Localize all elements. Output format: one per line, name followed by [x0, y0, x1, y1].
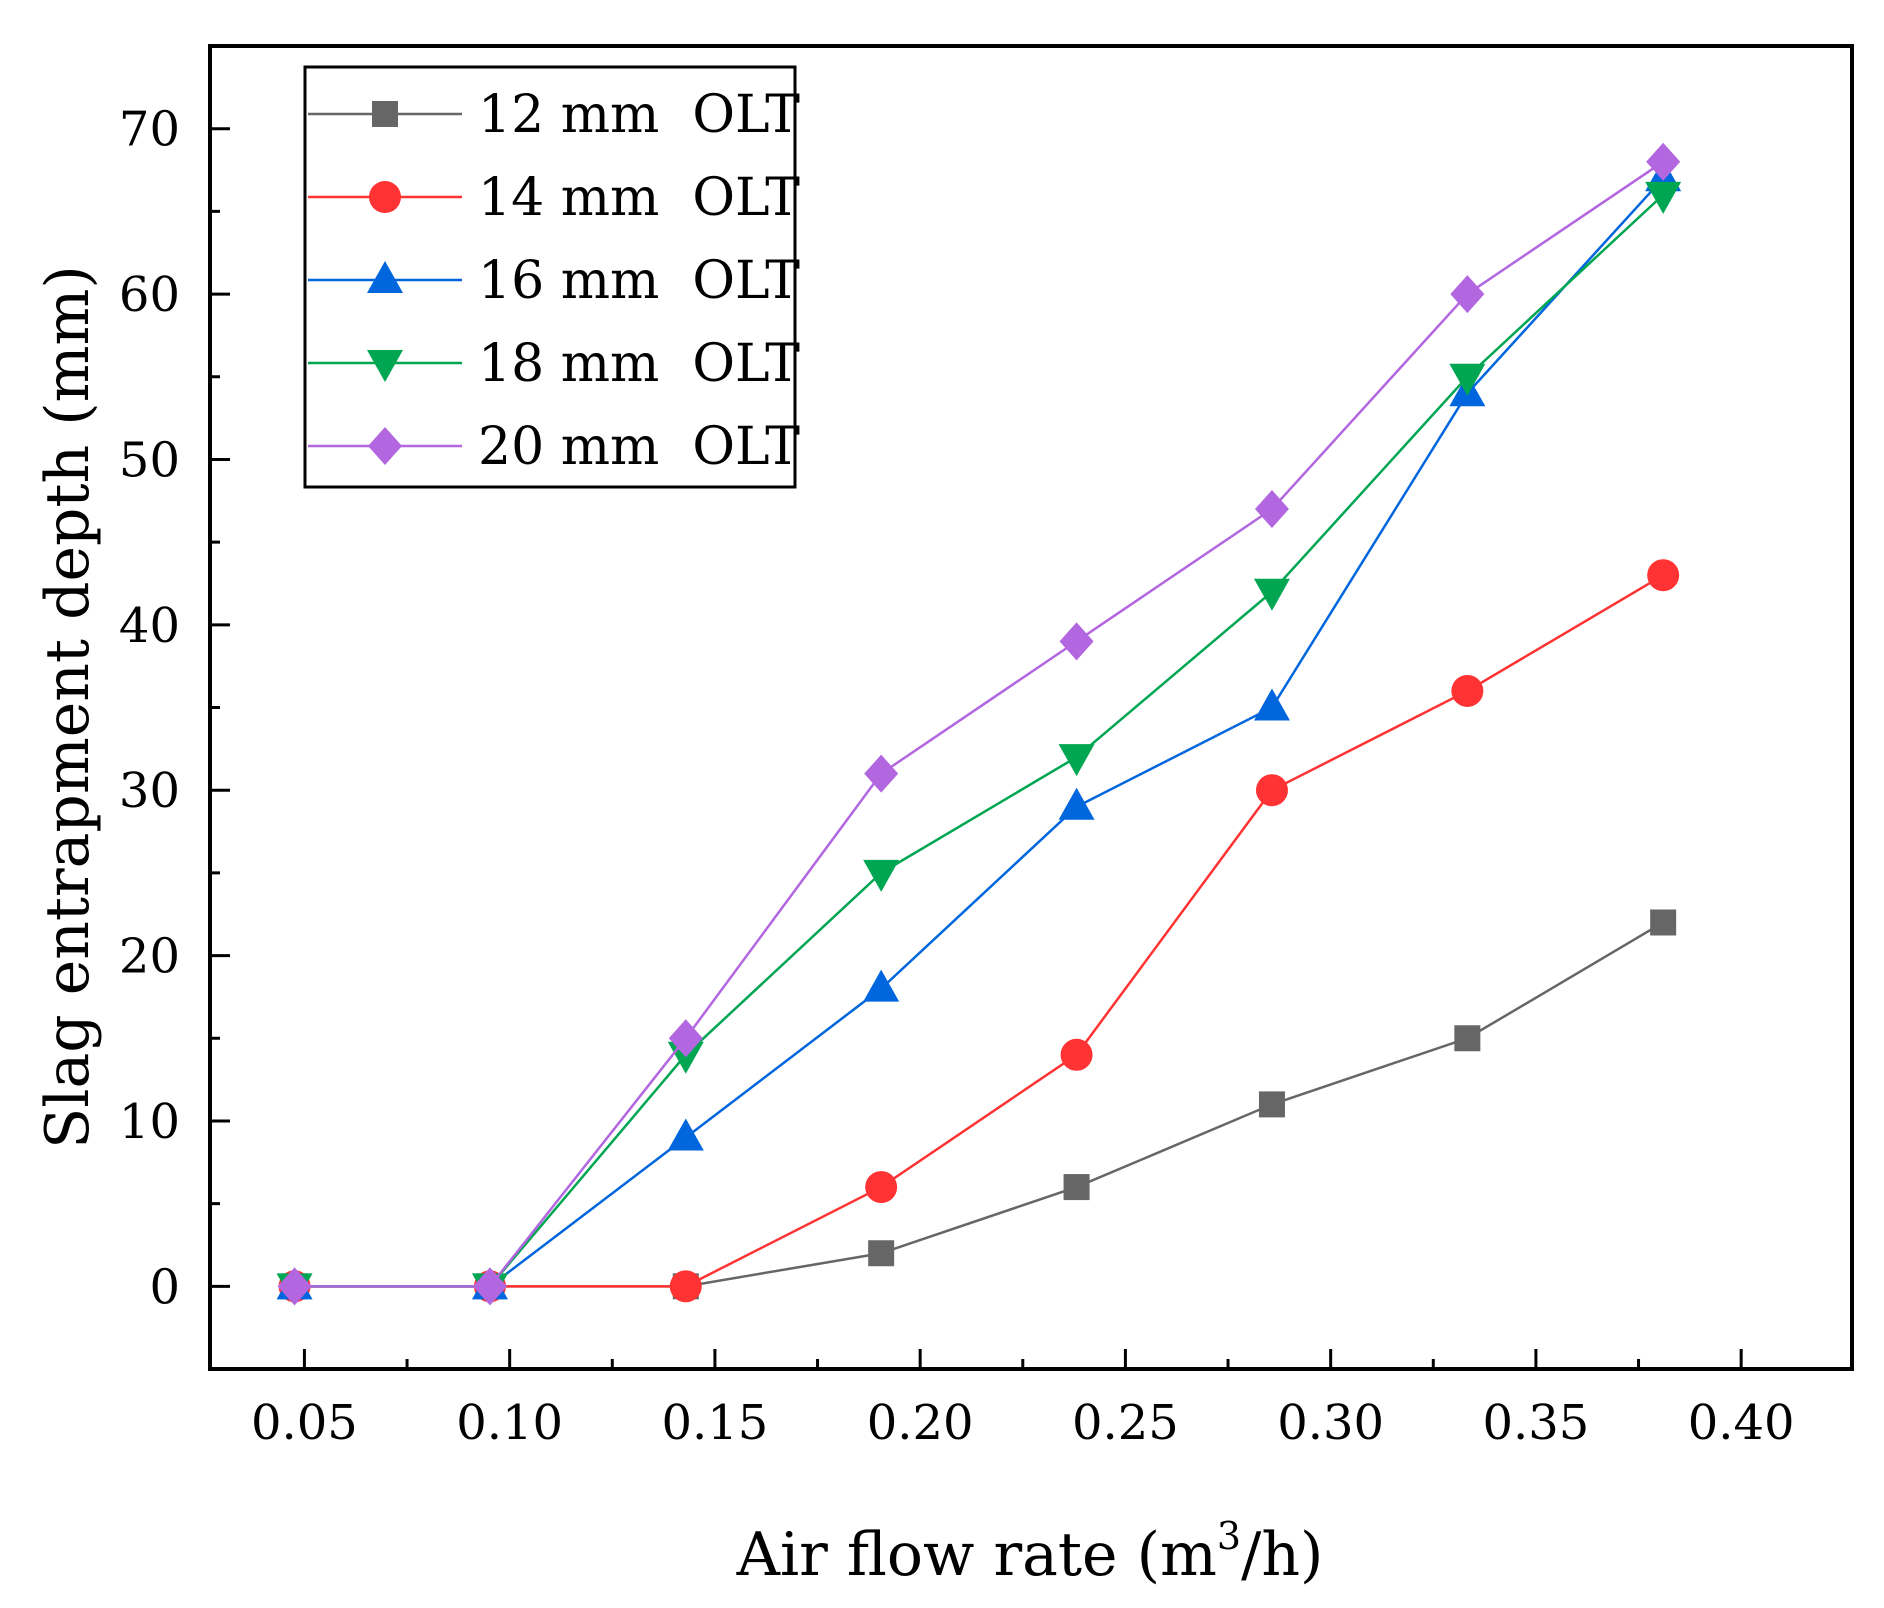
data-point — [668, 1019, 703, 1058]
data-point — [1449, 363, 1486, 396]
data-point — [1450, 275, 1485, 314]
series-5 — [277, 142, 1681, 1306]
data-point — [1058, 787, 1095, 820]
series-line — [294, 177, 1665, 1288]
data-point — [1454, 1025, 1481, 1052]
data-point — [863, 969, 900, 1002]
legend-label: 16 mm OLT — [478, 251, 800, 311]
legend-marker — [372, 101, 398, 127]
y-tick-label: 50 — [119, 432, 180, 488]
data-point — [1451, 674, 1484, 707]
data-point — [1059, 622, 1094, 661]
data-point — [865, 1171, 898, 1204]
x-tick-label: 0.35 — [1482, 1395, 1589, 1451]
data-point — [1058, 744, 1095, 777]
y-axis-title: Slag entrapment depth (mm) — [33, 265, 103, 1149]
legend-label: 20 mm OLT — [478, 417, 800, 477]
x-tick-label: 0.25 — [1072, 1395, 1179, 1451]
data-point — [1646, 142, 1681, 181]
data-point — [1253, 688, 1290, 721]
data-point — [863, 859, 900, 892]
x-axis-title: Air flow rate (m3/h) — [736, 1514, 1324, 1590]
y-tick-label: 30 — [119, 763, 180, 819]
legend-marker — [367, 350, 403, 382]
data-point — [472, 1267, 507, 1306]
legend-label: 12 mm OLT — [478, 85, 800, 145]
legend-entry: 20 mm OLT — [308, 417, 800, 477]
y-tick-label: 40 — [119, 598, 180, 654]
legend-entry: 16 mm OLT — [308, 251, 800, 311]
data-point — [1645, 181, 1682, 214]
y-tick-label: 20 — [119, 929, 180, 985]
data-point — [864, 754, 899, 793]
data-point — [1255, 774, 1288, 807]
legend-label: 14 mm OLT — [478, 168, 800, 228]
y-tick-label: 10 — [119, 1094, 180, 1150]
legend-label: 18 mm OLT — [478, 334, 800, 394]
x-tick-label: 0.15 — [661, 1395, 768, 1451]
data-point — [1253, 578, 1290, 611]
data-point — [1647, 559, 1680, 592]
x-tick-label: 0.10 — [456, 1395, 563, 1451]
legend-marker — [368, 427, 402, 465]
x-tick-label: 0.05 — [251, 1395, 358, 1451]
series-line — [294, 193, 1665, 1288]
x-axis-title-superscript: 3 — [1217, 1514, 1241, 1558]
series-line — [294, 574, 1664, 1288]
y-tick-label: 0 — [149, 1259, 180, 1315]
y-tick-label: 60 — [119, 267, 180, 323]
data-point — [1060, 1038, 1093, 1071]
x-tick-label: 0.20 — [867, 1395, 974, 1451]
data-point — [669, 1270, 702, 1303]
data-point — [667, 1118, 704, 1151]
data-point — [1063, 1174, 1090, 1201]
data-point — [1254, 490, 1289, 529]
legend-entry: 18 mm OLT — [308, 334, 800, 394]
data-point — [1650, 909, 1677, 936]
y-tick-label: 70 — [119, 102, 180, 158]
legend-entry: 14 mm OLT — [308, 168, 800, 228]
data-point — [277, 1267, 312, 1306]
x-axis-title-end: /h) — [1241, 1520, 1323, 1590]
x-tick-label: 0.30 — [1277, 1395, 1384, 1451]
legend-marker — [369, 181, 401, 213]
series-line — [294, 160, 1664, 1288]
data-point — [1258, 1091, 1285, 1118]
legend-entry: 12 mm OLT — [308, 85, 800, 145]
x-tick-label: 0.40 — [1688, 1395, 1795, 1451]
legend-marker — [367, 261, 403, 293]
x-axis-title-main: Air flow rate (m — [736, 1520, 1217, 1590]
data-point — [868, 1240, 895, 1267]
